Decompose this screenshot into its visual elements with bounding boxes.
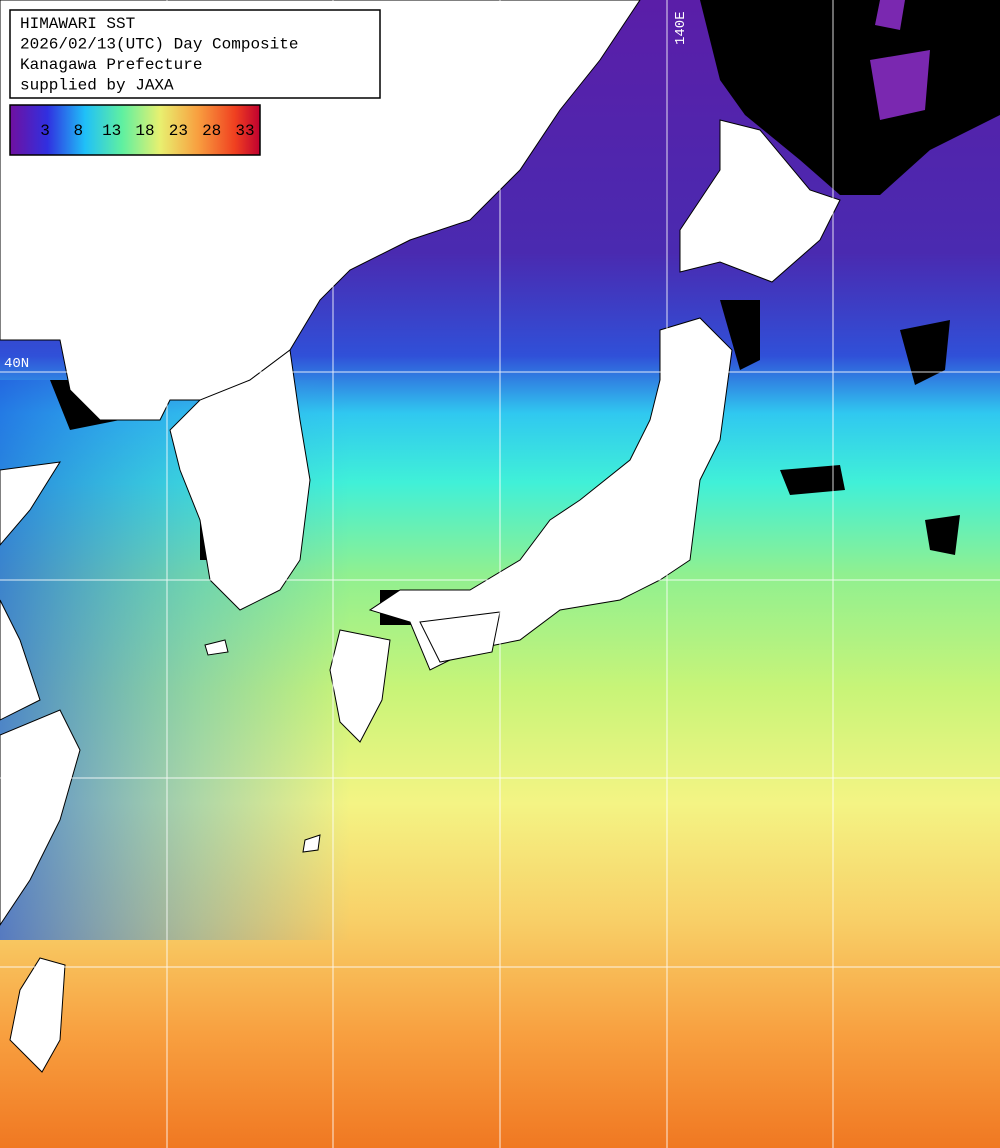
header-line: Kanagawa Prefecture: [20, 56, 202, 74]
header-line: 2026/02/13(UTC) Day Composite: [20, 36, 298, 54]
colorbar-ticks: 3 8 13 18 23 28 33: [40, 122, 254, 140]
colorbar: [9, 104, 261, 156]
colorbar-tick-label: 33: [235, 122, 254, 140]
cloud-gaps: [870, 0, 930, 120]
header-line: HIMAWARI SST: [20, 15, 135, 33]
latitude-label: 40N: [4, 356, 29, 372]
header: HIMAWARI SST 2026/02/13(UTC) Day Composit…: [20, 15, 298, 95]
colorbar-tick-label: 8: [74, 122, 84, 140]
colorbar-tick-label: 28: [202, 122, 221, 140]
longitude-label: 140E: [673, 11, 689, 45]
colorbar-tick-label: 13: [102, 122, 121, 140]
colorbar-tick-label: 23: [169, 122, 188, 140]
colorbar-tick-label: 3: [40, 122, 50, 140]
colorbar-tick-label: 18: [135, 122, 154, 140]
header-box: [9, 9, 381, 99]
header-line: supplied by JAXA: [20, 77, 174, 95]
